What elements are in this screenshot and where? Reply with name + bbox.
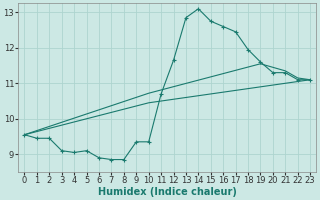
X-axis label: Humidex (Indice chaleur): Humidex (Indice chaleur) bbox=[98, 187, 237, 197]
